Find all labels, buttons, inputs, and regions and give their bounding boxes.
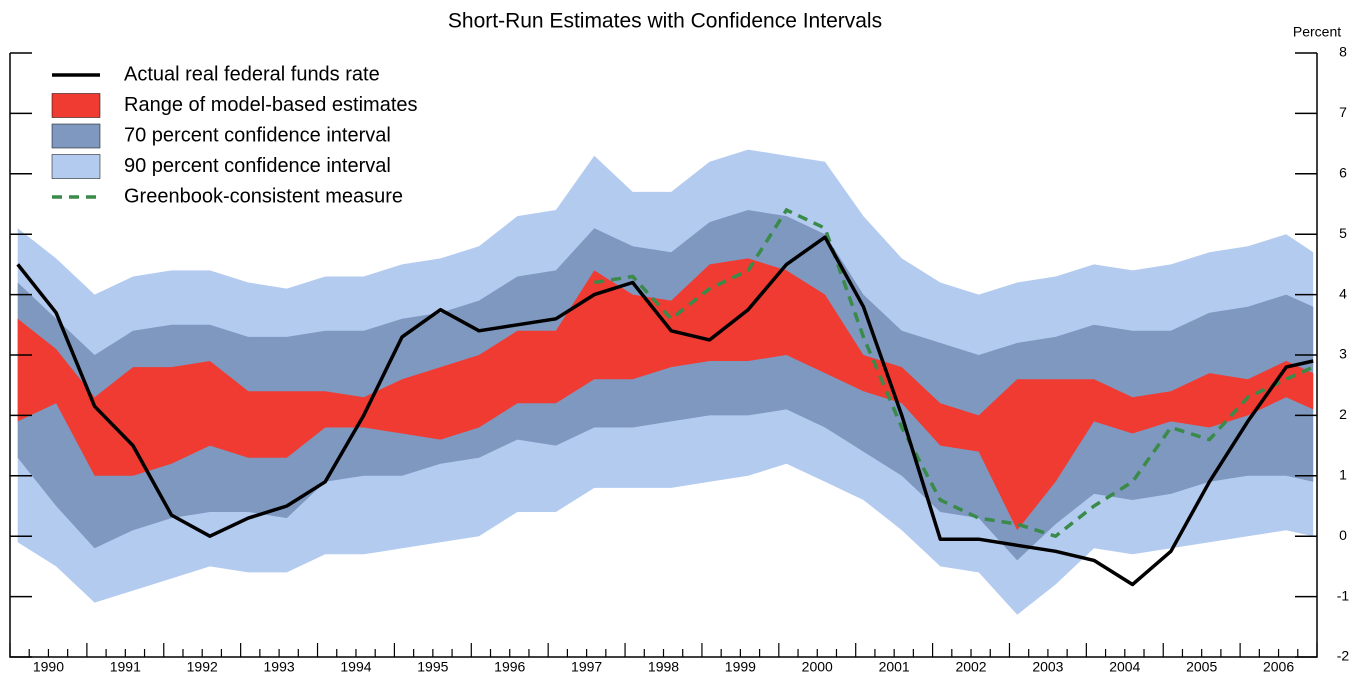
legend-label: Range of model-based estimates xyxy=(124,94,418,116)
y-unit-label: Percent xyxy=(1293,24,1341,40)
x-tick-label: 1995 xyxy=(417,659,448,675)
x-tick-label: 1992 xyxy=(187,659,218,675)
legend-swatch xyxy=(51,123,101,149)
y-tick-label: 7 xyxy=(1339,104,1347,120)
legend-swatch xyxy=(51,154,101,179)
legend-label: Greenbook-consistent measure xyxy=(124,185,403,207)
y-tick-label: 2 xyxy=(1339,406,1347,422)
x-tick-label: 2004 xyxy=(1109,659,1140,675)
x-tick-label: 1996 xyxy=(494,659,525,675)
x-tick-label: 2005 xyxy=(1186,659,1217,675)
x-tick-label: 1999 xyxy=(725,659,756,675)
x-tick-label: 1998 xyxy=(648,659,679,675)
band-area xyxy=(17,258,1314,531)
x-tick-label: 2006 xyxy=(1263,659,1294,675)
x-tick-label: 2002 xyxy=(955,659,986,675)
x-tick-label: 1991 xyxy=(110,659,141,675)
x-tick-label: 2001 xyxy=(879,659,910,675)
legend-label: 90 percent confidence interval xyxy=(124,155,391,177)
x-tick-label: 1994 xyxy=(340,659,371,675)
legend-swatch xyxy=(51,93,101,118)
x-tick-label: 2000 xyxy=(802,659,833,675)
x-tick-label: 1993 xyxy=(264,659,295,675)
y-tick-label: 3 xyxy=(1339,346,1347,362)
axes: -2 -1 0 1 2 3 4 5 6 7 8 1990 1991 1992 1993 1994 1995 199… xyxy=(9,44,1350,675)
y-tick-label: 5 xyxy=(1339,225,1347,241)
y-tick-label: 0 xyxy=(1339,527,1347,543)
legend: Actual real federal funds rate Range of m… xyxy=(51,63,418,207)
dashed-line xyxy=(594,207,1314,539)
x-tick-label: 2003 xyxy=(1032,659,1063,675)
chart-title: Short-Run Estimates with Confidence Inte… xyxy=(448,10,882,33)
y-tick-label: -1 xyxy=(1337,587,1350,603)
x-tick-label: 1990 xyxy=(33,659,64,675)
plot-area xyxy=(16,149,1314,615)
y-tick-label: 4 xyxy=(1339,285,1347,301)
legend-label: Actual real federal funds rate xyxy=(124,63,380,85)
y-tick-label: -2 xyxy=(1337,648,1350,664)
x-tick-label: 1997 xyxy=(571,659,602,675)
line xyxy=(16,235,1314,587)
legend-label: 70 percent confidence interval xyxy=(124,124,391,146)
y-tick-label: 6 xyxy=(1339,165,1347,181)
y-tick-label: 8 xyxy=(1339,44,1347,60)
y-tick-label: 1 xyxy=(1339,467,1347,483)
